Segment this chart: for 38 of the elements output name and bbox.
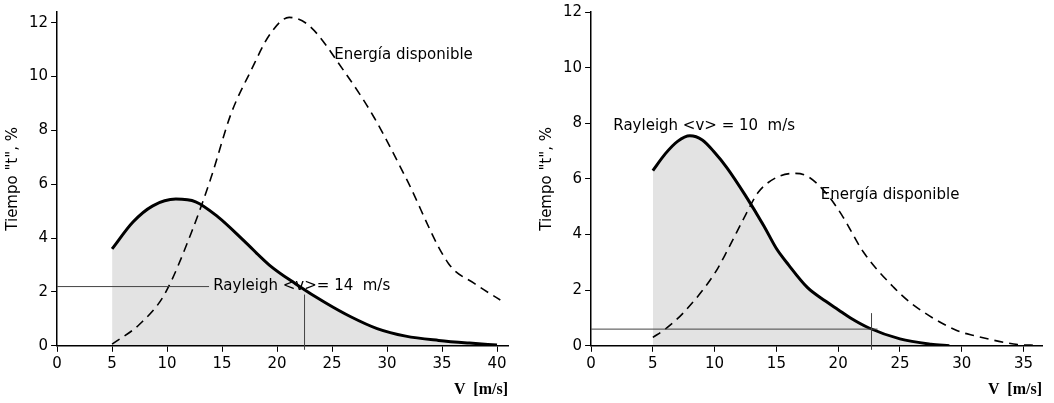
- x-tick-label: 10: [157, 353, 177, 372]
- y-tick-label: 4: [572, 224, 583, 243]
- y-tick-label: 12: [562, 1, 583, 20]
- annotation: Rayleigh <v> = 10 m/s: [613, 115, 796, 134]
- y-tick-label: 4: [38, 228, 49, 247]
- x-tick-label: 20: [267, 353, 287, 372]
- y-axis-title: Tiempo "t", %: [2, 127, 21, 232]
- x-tick-label: 25: [322, 353, 342, 372]
- x-tick-label: 5: [648, 353, 658, 372]
- y-tick-label: 10: [562, 57, 583, 76]
- x-tick-label: 0: [586, 353, 596, 372]
- x-tick-label: 35: [432, 353, 452, 372]
- y-tick-label: 2: [572, 280, 583, 299]
- x-axis-title: V [m/s]: [988, 379, 1042, 397]
- y-axis-title: Tiempo "t", %: [536, 127, 555, 232]
- x-tick-label: 15: [766, 353, 786, 372]
- x-axis-title: V [m/s]: [454, 379, 508, 397]
- x-tick-label: 20: [828, 353, 848, 372]
- x-tick-label: 30: [952, 353, 972, 372]
- y-tick-label: 2: [38, 281, 49, 300]
- x-tick-label: 5: [107, 353, 117, 372]
- x-tick-label: 40: [487, 353, 507, 372]
- y-tick-label: 12: [28, 12, 49, 31]
- x-tick-label: 15: [212, 353, 232, 372]
- y-tick-label: 0: [38, 335, 49, 354]
- annotation: Energía disponible: [334, 44, 473, 63]
- x-tick-label: 0: [52, 353, 62, 372]
- x-tick-label: 10: [705, 353, 725, 372]
- x-tick-label: 30: [377, 353, 397, 372]
- x-tick-label: 25: [890, 353, 910, 372]
- annotation: Energía disponible: [820, 185, 960, 204]
- y-tick-label: 8: [572, 113, 583, 132]
- y-tick-label: 6: [572, 168, 583, 187]
- y-tick-label: 10: [28, 66, 49, 85]
- x-tick-label: 35: [1013, 353, 1034, 372]
- y-tick-label: 8: [38, 120, 49, 139]
- y-tick-label: 6: [38, 174, 49, 193]
- y-tick-label: 0: [572, 335, 583, 354]
